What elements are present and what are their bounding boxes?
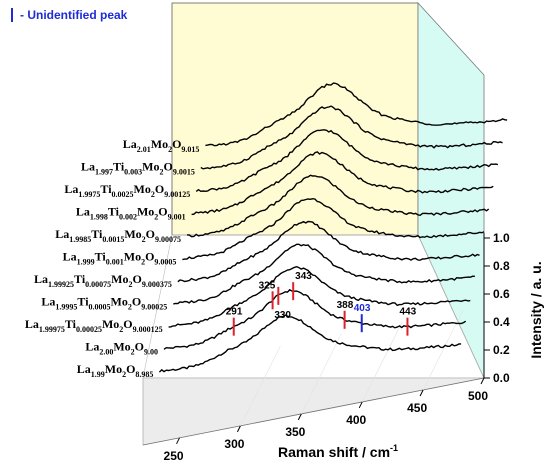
- front-baseline: [142, 377, 485, 446]
- spectrum-trace: [177, 220, 480, 283]
- y-tick-label: 0.2: [493, 343, 510, 357]
- y-tick-label: 0.4: [493, 315, 510, 329]
- series-label: La1.997Ti0.003Mo2O9.0015: [81, 160, 195, 177]
- y-tick-label: 0.8: [493, 259, 510, 273]
- x-tick-label: 450: [407, 401, 427, 415]
- x-tick-mark: [480, 377, 485, 385]
- back-wall-panel: [171, 2, 419, 236]
- spectrum-trace: [186, 174, 490, 238]
- x-tick-label: 400: [346, 413, 366, 427]
- x-tick-mark: [176, 437, 180, 445]
- peak-label: 403: [354, 303, 371, 314]
- spectrum-trace: [205, 82, 508, 147]
- spectrum-trace: [200, 105, 503, 170]
- series-label: La1.99Mo2O8.985: [77, 362, 154, 379]
- peak-label: 443: [399, 307, 416, 318]
- spectrum-trace: [173, 243, 475, 305]
- series-label: La1.998Ti0.002Mo2O9.001: [76, 205, 186, 222]
- x-tick-mark: [236, 425, 241, 433]
- floor-grid-line: [301, 333, 342, 415]
- x-tick-mark: [419, 389, 424, 397]
- spectrum-trace: [191, 151, 494, 216]
- x-tick-label: 350: [285, 425, 305, 439]
- x-axis-title: Raman shift / cm-1: [278, 443, 398, 460]
- peak-label: 325: [259, 280, 276, 291]
- y-tick-label: 0.0: [493, 371, 510, 385]
- series-label: La1.99925Ti0.00075Mo2O9.000375: [34, 272, 172, 289]
- y-axis-title: Intensity / a. u.: [528, 261, 544, 358]
- x-tick-label: 250: [164, 449, 184, 463]
- series-label: La2.00Mo2O9.00: [85, 340, 158, 357]
- x-tick-mark: [358, 401, 363, 409]
- spectrum-trace: [182, 197, 485, 261]
- x-tick-label: 500: [468, 389, 488, 403]
- spectrum-trace: [163, 288, 467, 350]
- floor-grid-line: [361, 321, 403, 403]
- legend-text: - Unidentified peak: [20, 8, 128, 22]
- series-label: La1.9995Ti0.0005Mo2O9.00025: [41, 295, 167, 312]
- series-label: La1.99975Ti0.00025Mo2O9.000125: [25, 317, 163, 334]
- y-tick-label: 1.0: [493, 231, 510, 245]
- series-label: La2.01Mo2O9.015: [123, 137, 200, 154]
- peak-label: 291: [226, 307, 243, 318]
- y-tick-label: 0.6: [493, 287, 510, 301]
- spectrum-trace: [168, 265, 471, 328]
- spectrum-trace: [195, 129, 499, 193]
- x-tick-label: 300: [224, 437, 244, 451]
- series-label: La1.9985Ti0.0015Mo2O9.00075: [55, 227, 181, 244]
- peak-label: 330: [274, 310, 291, 321]
- peak-label: 343: [295, 271, 312, 282]
- x-tick-mark: [297, 413, 302, 421]
- spectrum-trace: [158, 314, 462, 373]
- series-label: La1.999Ti0.001Mo2O9.0005: [63, 250, 177, 267]
- series-label: La1.9975Ti0.0025Mo2O9.00125: [64, 182, 190, 199]
- peak-label: 388: [337, 300, 354, 311]
- floor-grid-line: [240, 345, 281, 426]
